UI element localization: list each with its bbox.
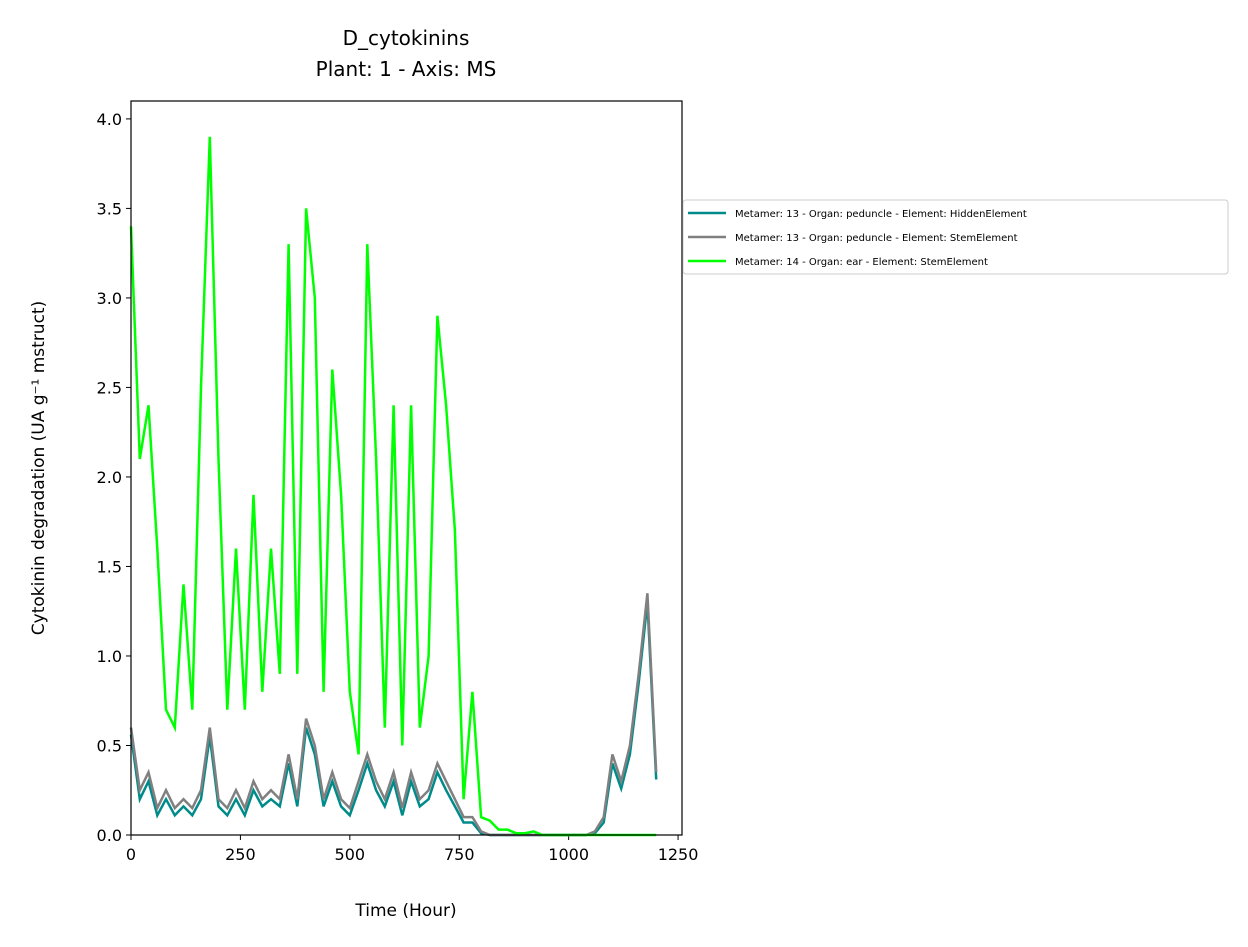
y-tick-label: 3.0 [97, 289, 122, 308]
x-axis-label: Time (Hour) [354, 901, 456, 921]
x-tick-label: 0 [126, 845, 136, 864]
y-tick-label: 1.5 [97, 557, 122, 576]
y-tick-label: 0.5 [97, 736, 122, 755]
y-tick-label: 4.0 [97, 110, 122, 129]
y-tick-label: 2.5 [97, 378, 122, 397]
legend-label: Metamer: 13 - Organ: peduncle - Element:… [735, 209, 1027, 220]
plot-frame [130, 100, 683, 836]
chart-subtitle: Plant: 1 - Axis: MS [316, 57, 497, 81]
y-tick-label: 0.0 [97, 826, 122, 845]
legend-box [682, 199, 1229, 275]
legend-label: Metamer: 14 - Organ: ear - Element: Stem… [735, 257, 988, 268]
series-line [129, 602, 658, 837]
y-axis-label: Cytokinin degradation (UA g⁻¹ mstruct) [29, 301, 49, 635]
chart-title: D_cytokinins [343, 26, 470, 50]
series-line [129, 593, 658, 837]
x-tick-label: 750 [444, 845, 475, 864]
y-tick-label: 2.0 [97, 468, 122, 487]
y-tick-label: 1.0 [97, 647, 122, 666]
x-tick-label: 250 [225, 845, 256, 864]
x-tick-label: 1000 [548, 845, 589, 864]
legend-label: Metamer: 13 - Organ: peduncle - Element:… [735, 233, 1018, 244]
y-tick-label: 3.5 [97, 199, 122, 218]
x-tick-label: 500 [335, 845, 366, 864]
x-tick-label: 1250 [658, 845, 699, 864]
